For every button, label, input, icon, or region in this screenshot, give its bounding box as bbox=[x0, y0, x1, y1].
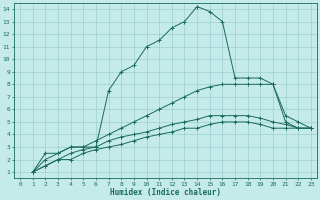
X-axis label: Humidex (Indice chaleur): Humidex (Indice chaleur) bbox=[110, 188, 221, 197]
